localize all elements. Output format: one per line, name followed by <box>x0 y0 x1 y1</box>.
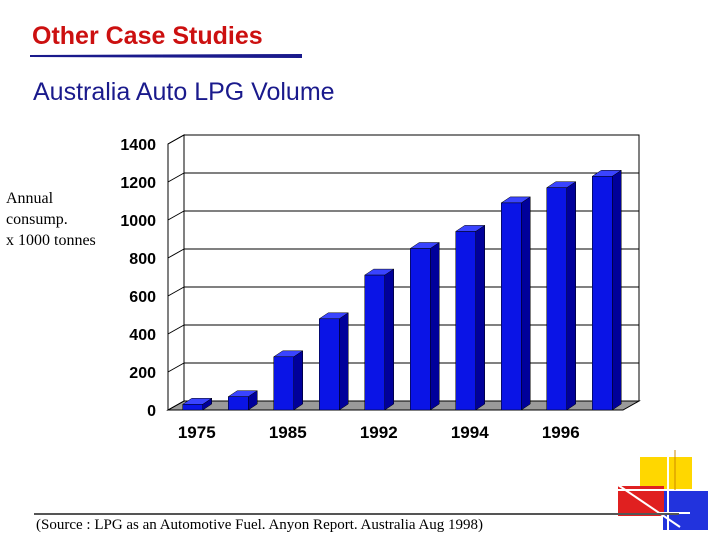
footer-rule <box>34 513 679 515</box>
source-citation: (Source : LPG as an Automotive Fuel. Any… <box>36 517 484 533</box>
y-tick-label: 400 <box>129 327 156 344</box>
title-underline <box>30 54 302 58</box>
x-tick-label: 1994 <box>451 423 489 442</box>
slide-subtitle: Australia Auto LPG Volume <box>33 78 335 106</box>
slide-title: Other Case Studies <box>32 22 263 50</box>
bar-side <box>521 196 531 411</box>
x-tick-label: 1985 <box>269 423 307 442</box>
bar <box>182 404 203 411</box>
gridline-side <box>167 248 185 259</box>
bar <box>273 356 294 411</box>
gridline-side <box>167 210 185 221</box>
bar-side <box>566 181 576 411</box>
y-tick-label: 1000 <box>120 213 156 230</box>
bar-side <box>339 312 349 411</box>
gridline-side <box>167 172 185 183</box>
y-tick-label: 800 <box>129 251 156 268</box>
gridline-side <box>167 134 185 145</box>
gridline-side <box>167 400 185 411</box>
bar-side <box>293 350 303 411</box>
x-tick-label: 1992 <box>360 423 398 442</box>
y-axis-label: Annual consump. x 1000 tonnes <box>6 190 96 249</box>
bar-side <box>612 169 622 411</box>
bar <box>228 396 249 411</box>
deco-blue-block <box>663 490 708 530</box>
y-tick-label: 1400 <box>120 137 156 154</box>
y-tick-label: 600 <box>129 289 156 306</box>
bar <box>592 176 613 411</box>
bar <box>455 231 476 411</box>
x-tick-label: 1975 <box>178 423 216 442</box>
y-tick-label: 0 <box>147 403 156 420</box>
bar-side <box>384 268 394 411</box>
bar-side <box>430 242 440 411</box>
gridline-side <box>167 324 185 335</box>
bar-side <box>475 224 485 411</box>
y-tick-label: 1200 <box>120 175 156 192</box>
y-tick-label: 200 <box>129 365 156 382</box>
gridline-side <box>167 286 185 297</box>
deco-lines <box>610 445 710 540</box>
bar <box>319 318 340 411</box>
bar <box>501 202 522 411</box>
bar <box>410 248 431 411</box>
bar <box>546 187 567 411</box>
x-tick-label: 1996 <box>542 423 580 442</box>
gridline-side <box>167 362 185 373</box>
bar <box>364 274 385 411</box>
chart-left-wall <box>167 134 185 411</box>
